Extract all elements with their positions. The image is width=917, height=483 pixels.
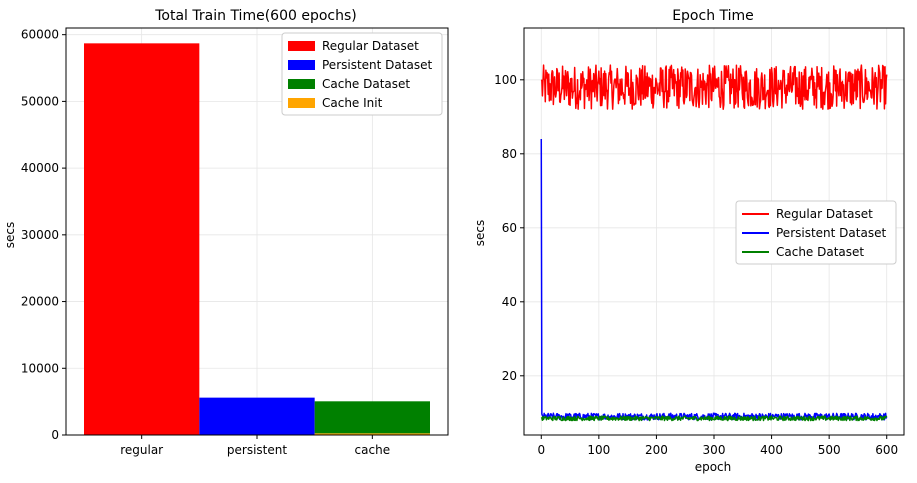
legend-label: Cache Init [322,96,383,110]
series-line [540,64,888,110]
legend-label: Cache Dataset [322,77,410,91]
legend-swatch [288,60,315,70]
series-line [540,415,888,422]
x-tick-label: 500 [818,443,841,457]
y-tick-label: 100 [494,73,517,87]
y-tick-label: 60000 [21,28,59,42]
y-tick-label: 0 [51,428,59,442]
x-tick-label: regular [120,443,163,457]
legend-label: Persistent Dataset [776,226,886,240]
x-tick-label: persistent [227,443,287,457]
legend-label: Regular Dataset [322,39,419,53]
y-tick-label: 30000 [21,228,59,242]
series-lines [540,64,888,422]
y-tick-label: 50000 [21,94,59,108]
x-tick-label: 400 [760,443,783,457]
legend-label: Cache Dataset [776,245,864,259]
legend-swatch [288,79,315,89]
x-tick-label: 100 [587,443,610,457]
bar [84,43,200,436]
y-tick-label: 20000 [21,295,59,309]
legend-box [735,200,897,265]
legend-swatch [288,98,315,108]
legend: Regular Dataset Persistent Dataset Cache D… [735,200,897,265]
bar [314,401,430,434]
chart-title: Epoch Time [672,8,754,24]
y-tick-label: 40000 [21,161,59,175]
bars [84,43,430,436]
bar [314,433,430,435]
legend: Regular Dataset Persistent Dataset Cache D… [281,32,443,116]
y-axis-label: secs [3,222,17,248]
legend-box [281,32,443,116]
x-tick-label: 600 [875,443,898,457]
x-axis-label: epoch [695,460,732,474]
legend-label: Regular Dataset [776,207,873,221]
y-tick-label: 40 [502,295,517,309]
y-ticks: 20 40 60 80 100 [494,73,524,383]
y-ticks: 0 10000 20000 30000 40000 50000 60000 [21,28,66,442]
legend-swatch [288,41,315,51]
x-tick-label: cache [355,443,391,457]
x-ticks: 0 100 200 300 400 500 600 [537,435,898,457]
chart-title: Total Train Time(600 epochs) [154,8,356,24]
legend-label: Persistent Dataset [322,58,432,72]
bar [199,397,315,435]
train-time-chart: Total Train Time(600 epochs) secs 0 10000… [3,8,449,457]
x-tick-label: 0 [537,443,545,457]
x-tick-label: 200 [645,443,668,457]
x-tick-label: 300 [703,443,726,457]
y-tick-label: 80 [502,147,517,161]
y-tick-label: 20 [502,369,517,383]
y-tick-label: 10000 [21,361,59,375]
y-tick-label: 60 [502,221,517,235]
x-ticks: regular persistent cache [120,435,390,457]
y-axis-label: secs [473,220,487,246]
